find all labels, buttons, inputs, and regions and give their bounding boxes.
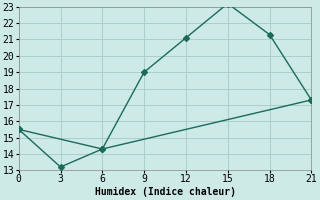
X-axis label: Humidex (Indice chaleur): Humidex (Indice chaleur) — [94, 187, 236, 197]
